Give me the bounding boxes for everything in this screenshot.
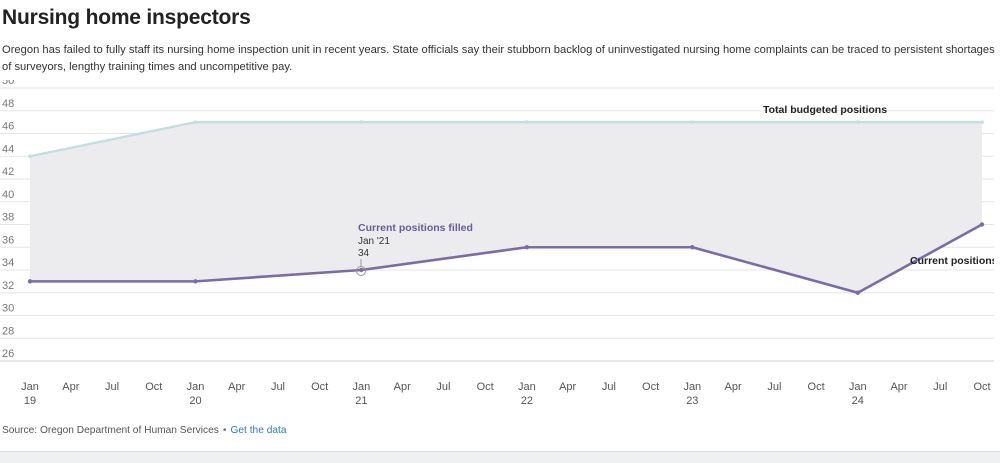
x-tick-label: Oct bbox=[311, 381, 328, 393]
x-tick-label: Oct bbox=[973, 381, 990, 393]
y-tick-label: 44 bbox=[2, 143, 14, 155]
y-tick-label: 34 bbox=[2, 257, 14, 269]
x-axis-ticks: Jan 19 Apr Jul Oct Jan 20 Apr Jul Oct Jan 21 Apr Jul O… bbox=[21, 381, 990, 407]
current-filled-point[interactable] bbox=[690, 245, 695, 250]
get-the-data-link[interactable]: Get the data bbox=[230, 425, 287, 436]
x-tick-label: Oct bbox=[808, 381, 825, 393]
y-tick-label: 38 bbox=[2, 212, 14, 224]
y-tick-label: 30 bbox=[2, 303, 14, 315]
tooltip-value: 34 bbox=[358, 248, 370, 259]
total-budgeted-point[interactable] bbox=[193, 120, 198, 124]
y-tick-label: 50 bbox=[2, 80, 14, 87]
total-budgeted-point[interactable] bbox=[690, 120, 695, 124]
x-tick-year-label: 23 bbox=[686, 395, 698, 407]
x-tick-label: Jan bbox=[683, 381, 701, 393]
x-tick-year-label: 22 bbox=[521, 395, 533, 407]
area-between-series bbox=[30, 122, 982, 293]
series-points bbox=[27, 120, 985, 295]
x-tick-label: Apr bbox=[725, 381, 742, 393]
current-positions-end-label: Current positions bbox=[910, 255, 998, 267]
tooltip-highlight-ring bbox=[356, 266, 366, 276]
annotations: Total budgeted positions Current positio… bbox=[356, 104, 998, 276]
area-between-layer bbox=[30, 122, 982, 293]
y-tick-label: 28 bbox=[2, 325, 14, 337]
x-tick-label: Jan bbox=[849, 381, 867, 393]
source-text: Source: Oregon Department of Human Servi… bbox=[2, 425, 219, 436]
x-tick-label: Apr bbox=[890, 381, 907, 393]
line-chart[interactable]: 26 28 30 32 34 36 38 40 42 44 46 48 50 Jan 19 Apr Jul Oc… bbox=[0, 80, 1000, 415]
x-tick-label: Apr bbox=[62, 381, 79, 393]
x-tick-label: Oct bbox=[145, 381, 162, 393]
total-budgeted-point[interactable] bbox=[980, 120, 984, 124]
x-tick-label: Jul bbox=[602, 381, 616, 393]
tooltip-date: Jan '21 bbox=[358, 236, 390, 247]
x-tick-label: Jan bbox=[353, 381, 371, 393]
x-tick-label: Jul bbox=[436, 381, 450, 393]
total-budgeted-point[interactable] bbox=[525, 120, 529, 124]
source-separator: • bbox=[222, 425, 227, 436]
y-tick-label: 42 bbox=[2, 166, 14, 178]
x-tick-label: Jul bbox=[767, 381, 781, 393]
x-tick-label: Apr bbox=[559, 381, 576, 393]
x-tick-label: Jan bbox=[21, 381, 39, 393]
x-tick-label: Oct bbox=[477, 381, 494, 393]
total-budgeted-point[interactable] bbox=[855, 120, 860, 124]
source-note: Source: Oregon Department of Human Servi… bbox=[2, 425, 287, 436]
current-filled-point[interactable] bbox=[193, 279, 198, 284]
x-tick-year-label: 24 bbox=[852, 395, 864, 407]
x-tick-year-label: 19 bbox=[24, 395, 36, 407]
chart-title: Nursing home inspectors bbox=[2, 6, 251, 29]
x-tick-label: Jan bbox=[187, 381, 205, 393]
current-filled-point[interactable] bbox=[524, 245, 530, 250]
y-axis-ticks: 26 28 30 32 34 36 38 40 42 44 46 48 50 bbox=[2, 80, 14, 360]
current-filled-point[interactable] bbox=[27, 279, 33, 284]
chart-subtitle: Oregon has failed to fully staff its nur… bbox=[2, 44, 995, 73]
y-tick-label: 40 bbox=[2, 189, 14, 201]
y-tick-label: 48 bbox=[2, 98, 14, 110]
current-filled-point[interactable] bbox=[359, 267, 364, 273]
x-tick-label: Apr bbox=[394, 381, 411, 393]
total-budgeted-point[interactable] bbox=[359, 120, 364, 124]
current-filled-label: Current positions filled bbox=[358, 222, 473, 234]
y-tick-label: 36 bbox=[2, 234, 14, 246]
footer-bar bbox=[0, 451, 1000, 463]
x-tick-year-label: 20 bbox=[189, 395, 201, 407]
x-tick-label: Jul bbox=[105, 381, 119, 393]
y-tick-label: 46 bbox=[2, 121, 14, 133]
x-tick-label: Jan bbox=[518, 381, 536, 393]
x-tick-label: Oct bbox=[642, 381, 659, 393]
x-tick-year-label: 21 bbox=[355, 395, 367, 407]
x-tick-label: Jul bbox=[271, 381, 285, 393]
x-tick-label: Apr bbox=[228, 381, 245, 393]
total-budgeted-point[interactable] bbox=[28, 154, 32, 159]
current-filled-point[interactable] bbox=[979, 222, 985, 227]
y-tick-label: 32 bbox=[2, 280, 14, 292]
current-filled-point[interactable] bbox=[855, 290, 860, 295]
y-tick-label: 26 bbox=[2, 348, 14, 360]
x-tick-label: Jul bbox=[933, 381, 947, 393]
total-budgeted-label: Total budgeted positions bbox=[763, 104, 887, 116]
